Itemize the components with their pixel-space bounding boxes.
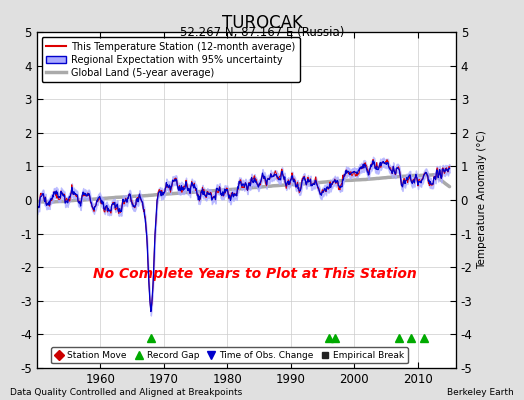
Text: TUROCAK: TUROCAK (222, 14, 302, 32)
Text: Data Quality Controlled and Aligned at Breakpoints: Data Quality Controlled and Aligned at B… (10, 388, 243, 397)
Text: Berkeley Earth: Berkeley Earth (447, 388, 514, 397)
Y-axis label: Temperature Anomaly (°C): Temperature Anomaly (°C) (477, 130, 487, 270)
Text: No Complete Years to Plot at This Station: No Complete Years to Plot at This Statio… (93, 267, 417, 281)
Text: 52.267 N, 87.167 E (Russia): 52.267 N, 87.167 E (Russia) (180, 26, 344, 39)
Legend: Station Move, Record Gap, Time of Obs. Change, Empirical Break: Station Move, Record Gap, Time of Obs. C… (51, 347, 408, 364)
